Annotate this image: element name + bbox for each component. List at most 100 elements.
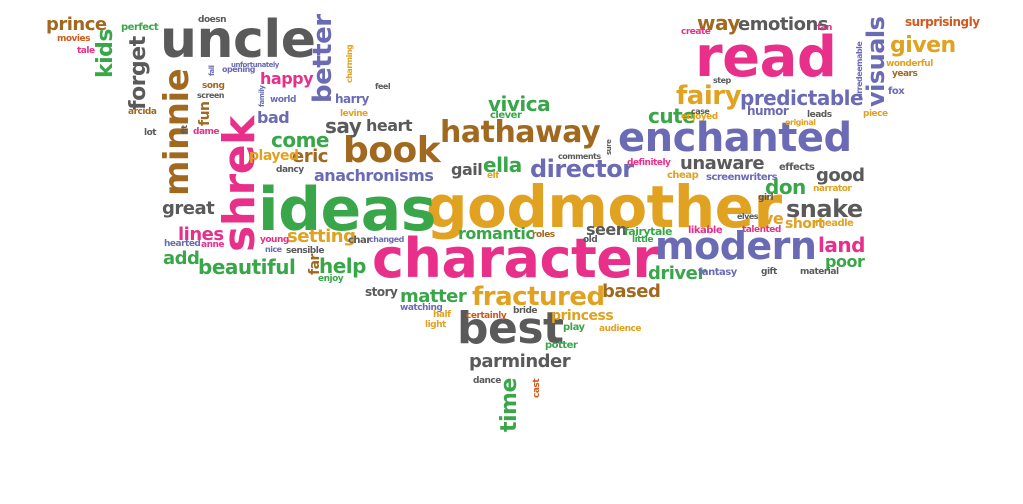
word-potter: potter: [545, 340, 578, 351]
word-fox: fox: [888, 86, 905, 97]
word-given: given: [890, 33, 956, 58]
word-fall: fall: [208, 65, 216, 76]
word-create: create: [681, 27, 711, 37]
word-land: land: [818, 233, 865, 257]
word-cheap: cheap: [667, 170, 699, 181]
word-changed: changed: [369, 235, 404, 244]
word-time: time: [497, 378, 522, 432]
word-snake: snake: [786, 195, 863, 223]
word-screenwriters: screenwriters: [706, 172, 778, 183]
word-step: step: [713, 76, 731, 85]
word-nice: nice: [265, 245, 282, 254]
word-fit: fit: [180, 125, 189, 134]
word-comments: comments: [558, 152, 601, 161]
word-hathaway: hathaway: [440, 115, 601, 150]
word-romantic: romantic: [458, 224, 535, 243]
word-ideas: ideas: [258, 175, 436, 245]
word-director: director: [530, 155, 634, 183]
word-humor: humor: [747, 104, 789, 118]
word-sensible: sensible: [286, 246, 324, 256]
word-far: far: [307, 254, 323, 275]
word-matter: matter: [400, 286, 467, 307]
word-charming: charming: [345, 44, 354, 83]
word-wonderful: wonderful: [886, 59, 933, 69]
word-hearted: hearted: [164, 239, 201, 249]
word-girl: girl: [758, 193, 774, 203]
word-read: read: [695, 25, 837, 90]
word-old: old: [583, 235, 598, 245]
word-surprisingly: surprisingly: [905, 15, 980, 29]
word-played: played: [249, 148, 299, 164]
word-short: short: [785, 216, 825, 232]
word-doesn: doesn: [198, 15, 227, 25]
word-gift: gift: [761, 267, 777, 277]
word-case: case: [691, 107, 710, 116]
word-perfect: perfect: [121, 22, 159, 33]
word-good: good: [816, 165, 865, 186]
word-parminder: parminder: [469, 351, 571, 372]
word-anne: anne: [201, 240, 225, 250]
word-visuals: visuals: [862, 16, 890, 107]
word-movies: movies: [57, 34, 90, 44]
word-predictable: predictable: [740, 86, 864, 110]
word-watching: watching: [400, 303, 443, 313]
word-prince: prince: [46, 14, 107, 35]
word-dame: dame: [193, 127, 220, 137]
word-based: based: [602, 281, 661, 302]
word-clever: clever: [490, 110, 522, 121]
word-roles: roles: [532, 230, 555, 240]
word-best: best: [457, 303, 564, 354]
word-shrek: shrek: [214, 116, 265, 252]
word-better: better: [308, 14, 338, 103]
word-unaware: unaware: [680, 153, 765, 174]
word-dancy: dancy: [276, 165, 304, 175]
word-arcida: arcida: [128, 107, 157, 117]
word-lines: lines: [178, 224, 224, 245]
word-lot: lot: [144, 128, 157, 138]
word-forget: forget: [126, 36, 151, 110]
word-world: world: [270, 95, 296, 105]
word-elves: elves: [737, 212, 759, 221]
word-definitely: definitely: [627, 158, 671, 168]
word-years: years: [892, 69, 918, 79]
word-fantasy: fantasy: [698, 267, 737, 278]
word-harry: harry: [335, 92, 369, 106]
word-princess: princess: [551, 308, 614, 324]
word-godmother: godmother: [426, 173, 782, 241]
word-effects: effects: [779, 162, 815, 173]
word-opening: opening: [222, 65, 256, 74]
word-kids: kids: [93, 28, 118, 78]
word-unfortunately: unfortunately: [231, 61, 279, 69]
word-likable: likable: [688, 225, 723, 236]
word-fairytale: fairytale: [624, 225, 673, 238]
word-talented: talented: [742, 225, 781, 235]
word-gail: gail: [451, 160, 483, 179]
word-add: add: [163, 248, 200, 269]
word-young: young: [260, 235, 289, 245]
word-emotions: emotions: [738, 14, 829, 35]
word-come: come: [271, 128, 330, 152]
word-family: family: [258, 85, 266, 107]
word-fan: fan: [817, 23, 832, 33]
word-seen: seen: [586, 220, 627, 239]
word-poor: poor: [825, 252, 865, 271]
word-say: say: [325, 114, 362, 138]
word-light: light: [425, 320, 446, 330]
word-cute: cute: [648, 104, 696, 128]
word-char: char: [348, 235, 371, 246]
word-ella: ella: [483, 153, 522, 177]
word-fractured: fractured: [472, 282, 605, 312]
word-original: original: [785, 118, 816, 127]
word-sure: sure: [605, 139, 613, 155]
word-tale: tale: [77, 46, 95, 56]
word-ve: ve: [763, 209, 784, 228]
word-help: help: [319, 254, 366, 278]
word-material: material: [800, 267, 839, 277]
word-beautiful: beautiful: [198, 255, 296, 279]
word-enjoy: enjoy: [318, 274, 344, 284]
word-song: song: [202, 81, 225, 91]
word-half: half: [433, 310, 451, 320]
word-happy: happy: [260, 69, 314, 88]
word-don: don: [765, 175, 806, 199]
word-piece: piece: [863, 109, 888, 119]
